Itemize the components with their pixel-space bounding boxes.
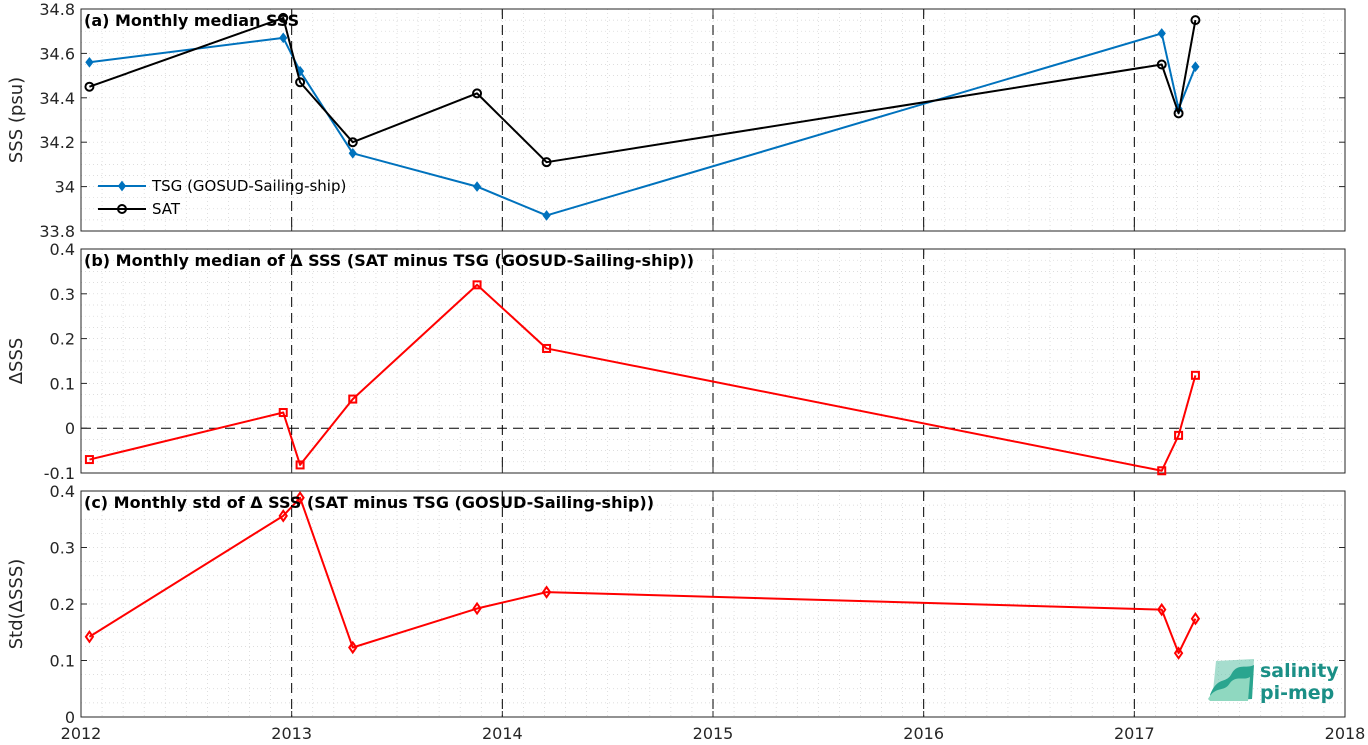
data-point [348, 394, 358, 404]
series-line [89, 283, 1197, 472]
data-point [472, 181, 482, 192]
series-tsg [85, 28, 1200, 221]
y-tick-label: 0 [65, 419, 75, 438]
x-tick-label: 2018 [1325, 724, 1366, 743]
x-tick-label: 2014 [482, 724, 523, 743]
x-tick-label: 2015 [693, 724, 734, 743]
data-point [542, 343, 552, 353]
data-point [1190, 370, 1200, 380]
data-point [1173, 646, 1184, 660]
y-tick-label: 0.3 [50, 285, 75, 304]
data-point [295, 460, 305, 470]
y-tick-label: 0 [65, 708, 75, 727]
data-point [1191, 61, 1200, 73]
data-point [279, 32, 288, 44]
logo-text-pi-mep: pi-mep [1260, 682, 1334, 704]
legend-marker [117, 180, 127, 192]
data-point [278, 509, 288, 523]
y-tick-label: 0.1 [50, 652, 75, 671]
data-point [84, 81, 95, 92]
data-point [84, 630, 95, 644]
y-tick-label: 34.8 [39, 0, 75, 19]
data-point [85, 56, 94, 68]
data-point [295, 77, 306, 88]
data-point [472, 280, 482, 290]
data-point [1157, 28, 1166, 39]
data-point [348, 640, 358, 655]
panel-title: (a) Monthly median SSS [84, 11, 299, 30]
y-tick-label: 33.8 [39, 222, 75, 241]
data-point [348, 147, 357, 159]
x-tick-label: 2013 [271, 724, 312, 743]
y-tick-label: -0.1 [44, 464, 75, 483]
data-point [472, 601, 482, 616]
data-point [541, 585, 552, 599]
data-point [347, 137, 358, 148]
x-tick-label: 2017 [1114, 724, 1155, 743]
chart-panels: 33.8 34 34.2 34.4 34.6 34.8 SSS (psu) (a) Month… [6, 0, 1365, 743]
y-tick-label: 34 [55, 178, 75, 197]
data-point [278, 12, 289, 23]
y-tick-label: 34.2 [39, 133, 75, 152]
series-line [89, 16, 1197, 164]
y-tick-label: 0.2 [50, 330, 75, 349]
series-delta-sss [84, 280, 1200, 476]
legend-label: TSG (GOSUD-Sailing-ship) [151, 177, 346, 195]
y-tick-label: 0.3 [50, 539, 75, 558]
panel-title: (c) Monthly std of Δ SSS (SAT minus TSG … [84, 493, 654, 512]
data-point [1190, 15, 1201, 26]
series-sat [84, 12, 1201, 168]
legend-marker [117, 204, 127, 214]
y-tick-label: 0.1 [50, 374, 75, 393]
logo-text-salinity: salinity [1260, 660, 1339, 682]
data-point [541, 157, 552, 168]
legend-label: SAT [152, 200, 181, 218]
data-point [542, 210, 551, 221]
y-tick-label: 0.2 [50, 595, 75, 614]
data-point [84, 455, 94, 465]
x-tick-label: 2012 [61, 724, 102, 743]
y-tick-label: 34.4 [39, 89, 75, 108]
x-tick-label: 2016 [903, 724, 944, 743]
y-axis-label: SSS (psu) [6, 77, 27, 163]
series-line [88, 496, 1197, 655]
salinity-pi-mep-logo: salinity pi-mep [1208, 659, 1339, 704]
data-point [1156, 59, 1167, 70]
data-point [295, 491, 305, 505]
data-point [1156, 602, 1167, 617]
panel-c: 0 0.1 0.2 0.3 0.4 2012 2013 2014 2015 2016 2017 201… [6, 482, 1365, 743]
y-tick-label: 0.4 [50, 482, 75, 501]
y-tick-label: 34.6 [39, 44, 75, 63]
panel-b: -0.1 0 0.1 0.2 0.3 0.4 ΔSSS (b) Monthly median … [6, 240, 1346, 483]
panel-title: (b) Monthly median of Δ SSS (SAT minus T… [84, 251, 694, 270]
data-point [1173, 108, 1184, 119]
data-point [1190, 611, 1201, 626]
y-axis-label: Std(ΔSSS) [6, 559, 27, 650]
data-point [278, 408, 288, 418]
y-axis-label: ΔSSS [6, 338, 27, 385]
data-point [472, 88, 483, 99]
legend: TSG (GOSUD-Sailing-ship) SAT [98, 177, 346, 218]
wave-logo-icon [1208, 659, 1254, 701]
panel-a: 33.8 34 34.2 34.4 34.6 34.8 SSS (psu) (a) Month… [6, 0, 1346, 241]
data-point [1157, 466, 1167, 476]
data-point [1174, 430, 1184, 440]
series-delta-sss [84, 491, 1201, 660]
y-tick-label: 0.4 [50, 240, 75, 259]
